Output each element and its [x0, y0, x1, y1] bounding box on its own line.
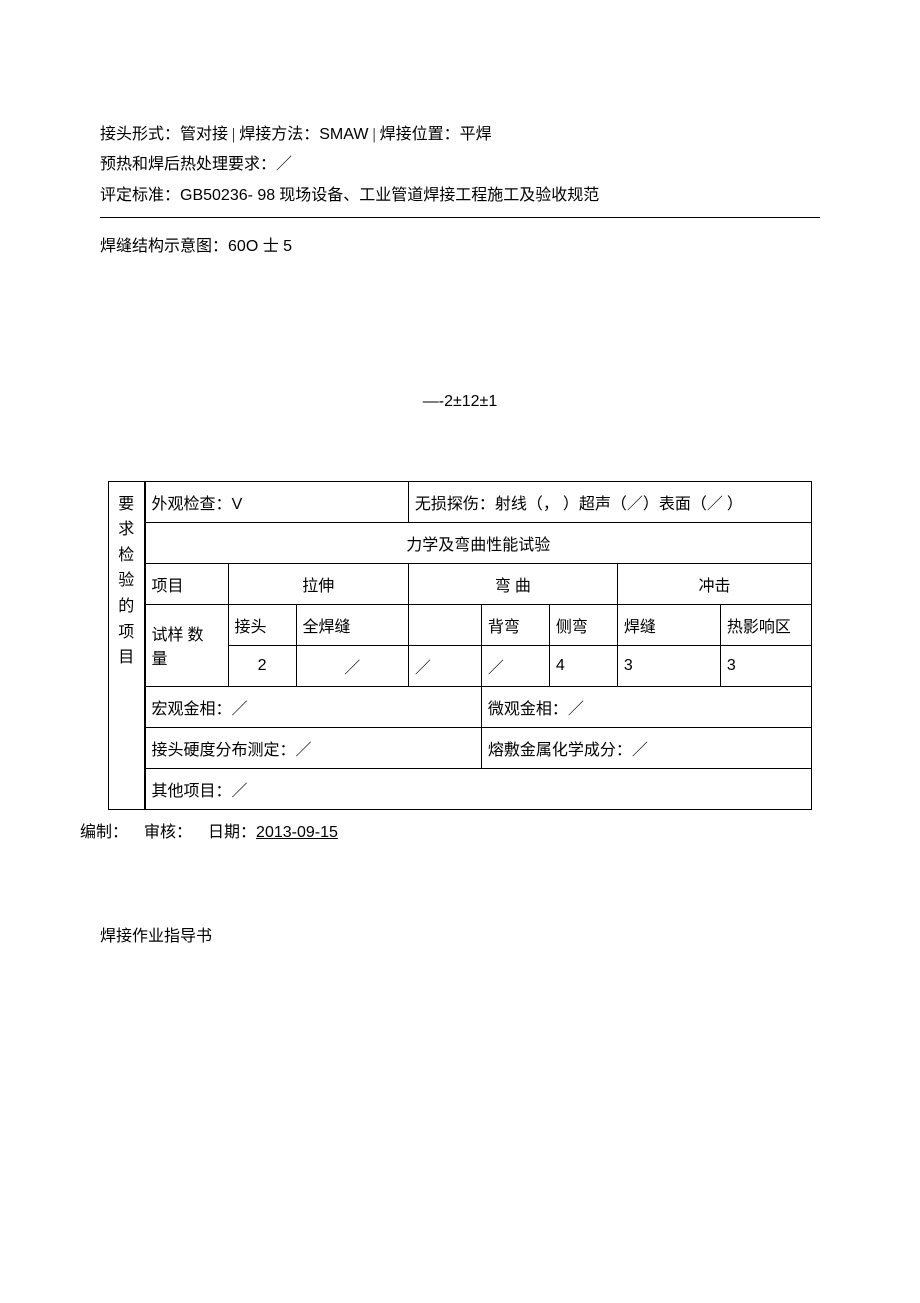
sample-count-label: 试样 数 量	[145, 604, 228, 686]
v-seam: 3	[617, 645, 720, 686]
col-bend: 弯 曲	[408, 563, 617, 604]
h-full-weld: 全焊缝	[296, 604, 408, 645]
header-line-4: 焊缝结构示意图：60O 士 5	[100, 232, 820, 262]
weld-diagram-label: 焊缝结构示意图：	[100, 238, 228, 255]
requirements-table: 外观检查：V 无损探伤：射线（， ）超声（／）表面（／ ） 力学及弯曲性能试验 …	[145, 481, 812, 810]
table-row: 项目 拉伸 弯 曲 冲击	[145, 563, 811, 604]
standard-code: GB50236- 98	[180, 187, 275, 204]
micro-metallography: 微观金相：／	[481, 686, 811, 727]
table-row: 力学及弯曲性能试验	[145, 522, 811, 563]
review-by-label: 审核：	[144, 824, 192, 841]
v-joint: 2	[228, 645, 296, 686]
h-joint: 接头	[228, 604, 296, 645]
weld-diagram-value: 60O 士 5	[228, 238, 292, 255]
other-items: 其他项目：／	[145, 768, 811, 809]
sep-2: |	[368, 126, 379, 143]
weld-position-label: 焊接位置：	[380, 126, 460, 143]
standard-tail: 现场设备、工业管道焊接工程施工及验收规范	[275, 187, 599, 204]
side-char: 检	[113, 543, 140, 569]
h-weld-seam: 焊缝	[617, 604, 720, 645]
side-char: 验	[113, 568, 140, 594]
table-row: 2 ／ ／ ／ 4 3 3	[145, 645, 811, 686]
standard-label: 评定标准：	[100, 187, 180, 204]
weld-position-value: 平焊	[460, 126, 492, 143]
mech-test-title: 力学及弯曲性能试验	[145, 522, 811, 563]
col-project: 项目	[145, 563, 228, 604]
side-char: 的	[113, 594, 140, 620]
v-haz: 3	[720, 645, 811, 686]
header-block: 接头形式：管对接 | 焊接方法：SMAW | 焊接位置：平焊 预热和焊后热处理要…	[100, 120, 820, 218]
header-line-2: 预热和焊后热处理要求：／	[100, 150, 820, 180]
sample-count-a: 试样 数	[152, 627, 204, 644]
table-row: 试样 数 量 接头 全焊缝 背弯 侧弯 焊缝 热影响区	[145, 604, 811, 645]
v-side: 4	[549, 645, 617, 686]
weld-method-label: 焊接方法：	[239, 126, 319, 143]
side-label: 要 求 检 验 的 项 目	[108, 481, 145, 810]
ndt-cell: 无损探伤：射线（， ）超声（／）表面（／ ）	[408, 481, 811, 522]
sample-count-b: 量	[152, 651, 168, 668]
side-char: 项	[113, 620, 140, 646]
h-blank	[408, 604, 481, 645]
section-2-title: 焊接作业指导书	[100, 922, 820, 946]
h-side-bend: 侧弯	[549, 604, 617, 645]
visual-check-cell: 外观检查：V	[145, 481, 408, 522]
v-back: ／	[481, 645, 549, 686]
h-back-bend: 背弯	[481, 604, 549, 645]
preheat-value: ／	[276, 156, 292, 173]
center-spec: —-2±12±1	[100, 393, 820, 411]
h-haz: 热影响区	[720, 604, 811, 645]
ndt-value: 射线（， ）超声（／）表面（／ ）	[495, 496, 743, 513]
v-blank: ／	[408, 645, 481, 686]
preheat-label: 预热和焊后热处理要求：	[100, 156, 276, 173]
footer-line: 编制： 审核： 日期：2013-09-15	[80, 818, 820, 842]
table-row: 接头硬度分布测定：／ 熔敷金属化学成分：／	[145, 727, 811, 768]
v-full: ／	[296, 645, 408, 686]
weld-method-value: SMAW	[319, 126, 368, 143]
macro-metallography: 宏观金相：／	[145, 686, 481, 727]
sep-1: |	[228, 126, 239, 143]
table-row: 宏观金相：／ 微观金相：／	[145, 686, 811, 727]
visual-check-value: V	[232, 496, 243, 513]
side-char: 求	[113, 517, 140, 543]
deposit-chem: 熔敷金属化学成分：／	[481, 727, 811, 768]
side-char: 目	[113, 645, 140, 671]
joint-type-value: 管对接	[180, 126, 228, 143]
col-impact: 冲击	[617, 563, 811, 604]
col-tensile: 拉伸	[228, 563, 408, 604]
made-by-label: 编制：	[80, 824, 128, 841]
joint-type-label: 接头形式：	[100, 126, 180, 143]
requirements-table-wrap: 要 求 检 验 的 项 目 外观检查：V 无损探伤：射线（， ）超声（／）表面（…	[108, 481, 812, 810]
date-label: 日期：	[208, 824, 256, 841]
hardness-test: 接头硬度分布测定：／	[145, 727, 481, 768]
header-line-1: 接头形式：管对接 | 焊接方法：SMAW | 焊接位置：平焊	[100, 120, 820, 150]
table-row: 外观检查：V 无损探伤：射线（， ）超声（／）表面（／ ）	[145, 481, 811, 522]
header-line-3: 评定标准：GB50236- 98 现场设备、工业管道焊接工程施工及验收规范	[100, 181, 820, 211]
visual-check-label: 外观检查：	[152, 496, 232, 513]
side-char: 要	[113, 492, 140, 518]
table-row: 其他项目：／	[145, 768, 811, 809]
ndt-label: 无损探伤：	[415, 496, 495, 513]
date-value: 2013-09-15	[256, 824, 338, 841]
